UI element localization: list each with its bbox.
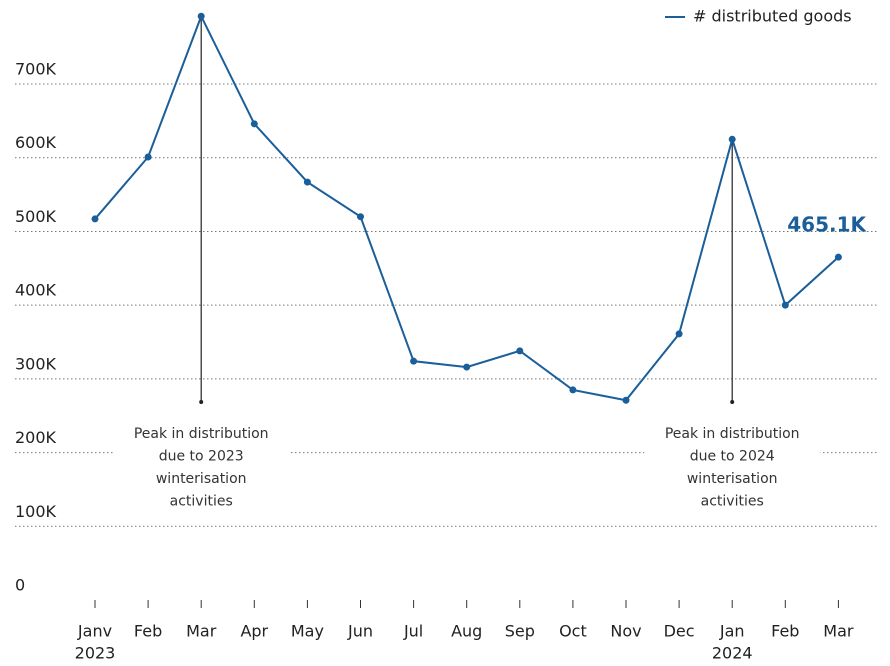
year-label: 2023 (75, 644, 116, 663)
x-tick-label: Feb (771, 622, 799, 641)
point (834, 253, 842, 261)
x-tick-label: Jun (347, 622, 373, 641)
point (303, 178, 311, 186)
annotation-text: winterisation (156, 471, 247, 487)
x-tick-label: Feb (134, 622, 162, 641)
y-tick-label: 300K (15, 354, 57, 373)
point (91, 215, 99, 223)
point (250, 120, 258, 128)
x-tick-label: Aug (451, 622, 482, 641)
point (622, 396, 630, 404)
point (410, 357, 418, 365)
annotation-text: Peak in distribution (134, 426, 269, 442)
y-tick-label: 400K (15, 281, 57, 300)
x-tick-label: May (291, 622, 324, 641)
point (728, 135, 736, 143)
x-tick-label: Mar (186, 622, 217, 641)
point (781, 301, 789, 309)
y-tick-label: 600K (15, 133, 57, 152)
point (569, 386, 577, 394)
x-tick-label: Mar (823, 622, 854, 641)
x-tick-label: Sep (505, 622, 535, 641)
annotation-text: activities (701, 494, 764, 510)
year-label: 2024 (712, 644, 753, 663)
x-tick-label: Apr (240, 622, 268, 641)
point (675, 330, 683, 338)
point (144, 153, 152, 161)
x-tick-label: Dec (664, 622, 695, 641)
annotation-text: Peak in distribution (665, 426, 800, 442)
annotation-bg (644, 420, 821, 515)
y-tick-label: 700K (15, 60, 57, 79)
value-label: 465.1K (787, 213, 867, 237)
y-tick-label: 500K (15, 207, 57, 226)
annotation-bg (113, 420, 290, 515)
annotation-text: due to 2023 (159, 449, 244, 465)
x-tick-label: Nov (610, 622, 641, 641)
point (197, 12, 205, 20)
y-tick-label: 200K (15, 428, 57, 447)
point (516, 347, 524, 355)
x-tick-label: Jan (719, 622, 745, 641)
x-tick-label: Oct (559, 622, 587, 641)
y-tick-label: 0 (15, 576, 25, 595)
x-tick-label: Janv (77, 622, 112, 641)
annotation-text: activities (170, 494, 233, 510)
annotation-text: winterisation (687, 471, 778, 487)
annotation-text: due to 2024 (690, 449, 775, 465)
y-tick-label: 100K (15, 502, 57, 521)
annotation-dot (199, 400, 204, 404)
legend-label: # distributed goods (693, 7, 852, 26)
series-line (94, 13, 840, 402)
point (357, 213, 364, 221)
point (463, 363, 471, 371)
annotation-dot (730, 400, 735, 404)
x-tick-label: Jul (403, 622, 423, 641)
